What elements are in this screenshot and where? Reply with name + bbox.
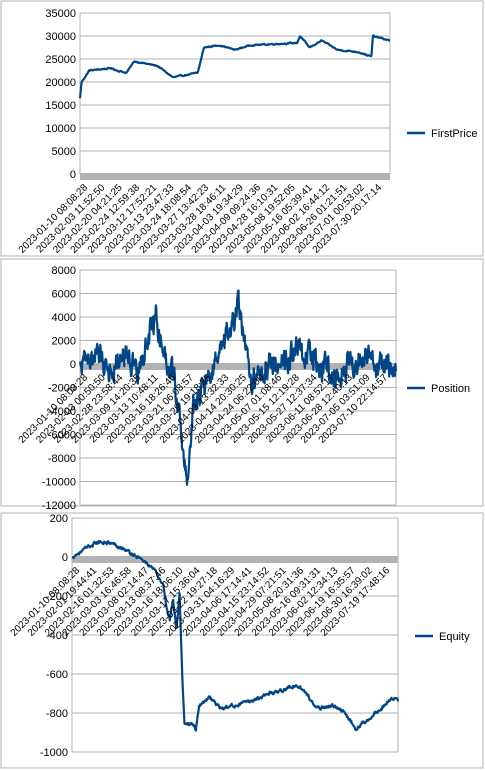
y-tick-label: 0: [62, 552, 68, 564]
y-tick-label: 0: [70, 169, 76, 181]
y-tick-label: 6000: [52, 289, 76, 301]
x-axis-band: [80, 363, 396, 370]
y-tick-label: 2000: [52, 336, 76, 348]
y-tick-label: -200: [46, 591, 68, 603]
y-tick-label: 20000: [45, 77, 76, 89]
legend-label: FirstPrice: [431, 128, 477, 140]
y-tick-label: -800: [46, 708, 68, 720]
series-line-firstprice: [78, 34, 391, 99]
firstprice-chart: 050001000015000200002500030000350002023-…: [0, 0, 484, 257]
x-axis-band: [72, 556, 398, 563]
y-tick-label: -2000: [48, 383, 76, 395]
series-line-position: [78, 289, 398, 486]
y-tick-label: -400: [46, 630, 68, 642]
y-tick-label: 0: [70, 359, 76, 371]
y-tick-label: -8000: [48, 453, 76, 465]
y-tick-label: 200: [50, 513, 68, 525]
y-tick-label: 25000: [45, 54, 76, 66]
y-tick-label: -600: [46, 669, 68, 681]
y-tick-label: 8000: [52, 265, 76, 277]
y-tick-label: -1000: [40, 747, 68, 759]
legend-label: Position: [431, 383, 470, 395]
series-line-equity: [71, 540, 400, 732]
y-tick-label: 5000: [52, 146, 76, 158]
chart-frame: [0, 258, 484, 507]
position-chart: -12000 -10000 -8000 -6000 -4000 -2000 0 2000 400…: [0, 258, 484, 512]
y-tick-label: -6000: [48, 430, 76, 442]
y-tick-label: 10000: [45, 123, 76, 135]
chart-frame: [0, 512, 484, 769]
y-tick-label: 35000: [45, 8, 76, 20]
y-tick-label: -10000: [42, 477, 76, 489]
y-tick-label: 30000: [45, 31, 76, 43]
legend-label: Equity: [439, 631, 470, 643]
chart-frame: [0, 0, 484, 257]
y-tick-label: -4000: [48, 406, 76, 418]
y-tick-label: -12000: [42, 500, 76, 512]
x-axis-band: [80, 173, 390, 180]
y-tick-label: 15000: [45, 100, 76, 112]
y-tick-label: 4000: [52, 312, 76, 324]
